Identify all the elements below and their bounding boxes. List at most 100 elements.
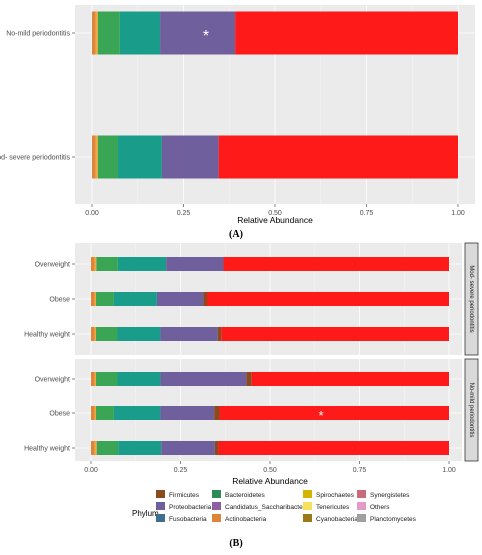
panel-a-bar-segment	[117, 135, 162, 179]
panel-b-y-tick-label: Overweight	[35, 377, 70, 384]
panel-a-x-tick-label: 0.50	[268, 210, 282, 217]
panel-a-bar-segment	[92, 135, 96, 179]
panel-b-bar-segment	[156, 292, 204, 306]
panel-b-bar-segment	[118, 441, 162, 455]
panel-a-bar-segment	[95, 11, 98, 55]
panel-a-bar-segment	[97, 11, 120, 55]
panel-b-y-tick-label: Obese	[49, 411, 70, 418]
legend-label: Firmicutes	[169, 492, 200, 499]
panel-b-bar-segment	[217, 327, 222, 341]
panel-b-bar-segment	[91, 327, 95, 341]
panel-b-x-tick-label: 1.00	[442, 467, 456, 474]
facet-strip	[464, 242, 479, 356]
panel-a-x-tick-label: 0.75	[360, 210, 374, 217]
panel-b-bar-segment	[251, 372, 449, 386]
legend-label: Synergistetes	[370, 492, 410, 499]
legend-key	[357, 502, 366, 510]
panel-b-x-tick-label: 0.00	[84, 467, 98, 474]
panel-a-bar-segment	[119, 11, 161, 55]
panel-b-y-tick-label: Healthy weight	[24, 446, 70, 453]
panel-a-label: (A)	[229, 229, 243, 240]
panel-b-bar-segment	[96, 327, 118, 341]
legend-key	[357, 514, 366, 522]
panel-b-bar-segment	[91, 257, 95, 271]
legend-key	[156, 514, 165, 522]
panel-b-bar-segment	[117, 372, 161, 386]
panel-b-bar-segment	[160, 327, 218, 341]
panel-b-bar-segment	[94, 257, 97, 271]
legend-label: Bacteroidetes	[225, 492, 265, 499]
panel-b-bar-segment	[91, 441, 95, 455]
panel-b-bar-segment	[96, 441, 119, 455]
legend-key	[357, 490, 366, 498]
panel-b-bar-segment	[94, 292, 97, 306]
panel-a-x-tick-label: 0.00	[85, 210, 99, 217]
significance-star: *	[203, 28, 209, 45]
panel-b-bar-segment	[113, 406, 161, 420]
legend-key	[303, 514, 312, 522]
panel-a-y-tick-label: No-mild periodontitis	[6, 31, 70, 38]
panel-b-bar-segment	[91, 292, 95, 306]
panel-b-bar-segment	[94, 372, 97, 386]
legend-key	[303, 502, 312, 510]
panel-b-bar-segment	[96, 292, 114, 306]
panel-a-x-axis-title: Relative Abundance	[237, 215, 313, 225]
panel-a-bar-segment	[218, 135, 458, 179]
facet-strip-label: No-mild periodontitis	[468, 383, 474, 438]
legend-label: Planctomycetes	[370, 516, 417, 523]
panel-b-bar-segment	[160, 372, 247, 386]
legend-label: Tenericutes	[316, 504, 350, 511]
panel-a-bar-segment	[160, 11, 236, 55]
panel-b-bar-segment	[96, 257, 118, 271]
legend-key	[212, 514, 221, 522]
panel-b-bar-segment	[223, 257, 449, 271]
panel-a-bar-segment	[95, 135, 98, 179]
panel-b-x-tick-label: 0.50	[263, 467, 277, 474]
panel-a-x-tick-label: 0.25	[177, 210, 191, 217]
legend-key	[303, 490, 312, 498]
legend-label: Spirochaetes	[316, 492, 355, 499]
panel-b-bar-segment	[203, 292, 207, 306]
panel-b-x-tick-label: 0.25	[174, 467, 188, 474]
panel-b-bar-segment	[94, 441, 97, 455]
panel-b-y-tick-label: Obese	[49, 297, 70, 304]
panel-b-bar-segment	[214, 406, 220, 420]
legend-key	[212, 502, 221, 510]
panel-a-x-tick-label: 1.00	[451, 210, 465, 217]
legend-label: Cyanobacteria	[316, 516, 358, 523]
panel-b-bar-segment	[91, 406, 95, 420]
panel-b-bar-segment	[218, 441, 449, 455]
facet-strip-label: Mod- severe periodontitis	[468, 265, 474, 332]
panel-b-label: (B)	[229, 538, 242, 549]
facet-strip	[464, 358, 479, 462]
legend-label: Actinobacteria	[225, 516, 267, 523]
panel-b-bar-segment	[161, 441, 215, 455]
legend-title: Phylum	[132, 509, 159, 518]
panel-a-bar-segment	[161, 135, 219, 179]
panel-b-bar-segment	[96, 406, 114, 420]
panel-b-y-tick-label: Overweight	[35, 262, 70, 269]
panel-b-bar-segment	[221, 327, 449, 341]
significance-star: *	[318, 408, 323, 423]
panel-b-bar-segment	[113, 292, 157, 306]
panel-b-bar-segment	[166, 257, 224, 271]
panel-b-bar-segment	[219, 406, 449, 420]
panel-b-bar-segment	[96, 372, 118, 386]
panel-b-bar-segment	[206, 292, 449, 306]
panel-a-bar-segment	[97, 135, 118, 179]
legend-label: Fusobacteria	[169, 516, 207, 523]
panel-b-x-axis-title: Relative Abundance	[232, 476, 308, 486]
panel-b-bar-segment	[91, 372, 95, 386]
legend-label: Others	[370, 504, 390, 511]
legend-label: Candidatus_Saccharibacteria	[225, 504, 310, 511]
panel-b-bar-segment	[160, 406, 215, 420]
panel-b-y-tick-label: Healthy weight	[24, 332, 70, 339]
panel-a-bar-segment	[235, 11, 458, 55]
panel-b-bar-segment	[214, 441, 219, 455]
legend-key	[212, 490, 221, 498]
panel-a-bar-segment	[92, 11, 96, 55]
panel-a-y-tick-label: Mod- severe periodontitis	[0, 155, 70, 162]
legend-key	[156, 490, 165, 498]
panel-b-bar-segment	[94, 327, 97, 341]
